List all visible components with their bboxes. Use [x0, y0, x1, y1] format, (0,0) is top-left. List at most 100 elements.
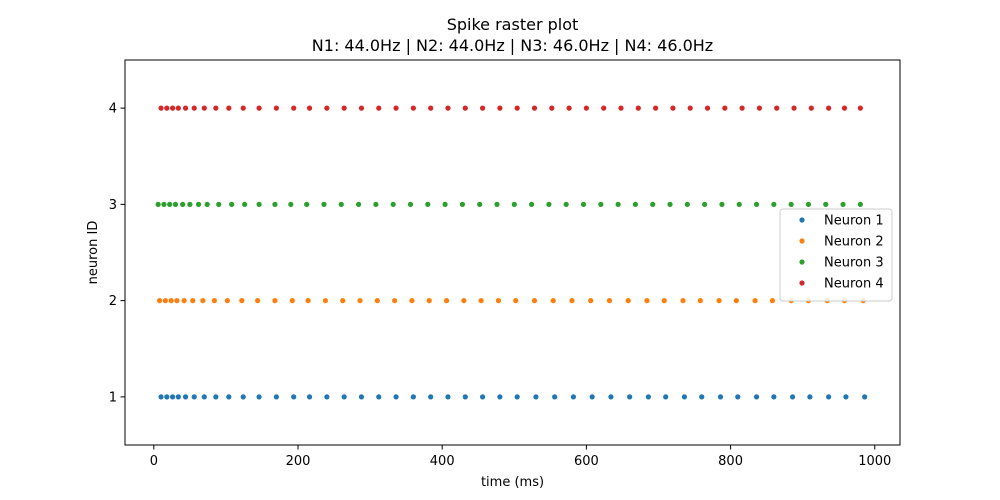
spike-point [552, 394, 558, 400]
spike-point [857, 105, 863, 111]
spike-point [736, 201, 742, 207]
spike-point [644, 298, 650, 304]
spike-point [272, 298, 278, 304]
spike-point [533, 394, 539, 400]
spike-point [687, 105, 693, 111]
spike-point [753, 394, 760, 400]
spike-point [823, 201, 829, 207]
spike-point [739, 105, 745, 111]
spike-point [443, 298, 450, 304]
spike-point [229, 201, 235, 207]
spike-point [180, 201, 186, 207]
spike-point [226, 394, 232, 400]
spike-point [390, 201, 396, 207]
spike-point [733, 298, 739, 304]
spike-point [462, 105, 468, 111]
spike-point [529, 201, 535, 207]
spike-point [699, 394, 705, 400]
spike-point [242, 201, 248, 207]
y-tick-label: 3 [109, 198, 117, 213]
spike-point [240, 105, 246, 111]
spike-point [479, 105, 486, 111]
y-axis-label: neuron ID [86, 221, 101, 285]
spike-point [182, 105, 189, 111]
spike-point [717, 394, 724, 400]
spike-point [670, 105, 676, 111]
legend-label: Neuron 1 [824, 214, 884, 229]
spike-point [201, 394, 207, 400]
spike-point [857, 201, 863, 207]
chart-title: Spike raster plot [447, 15, 579, 34]
spike-point [410, 394, 416, 400]
spike-point [663, 394, 669, 400]
spike-point [167, 201, 173, 207]
spike-point [355, 201, 362, 207]
spike-point [550, 298, 556, 304]
spike-point [291, 105, 297, 111]
spike-point [204, 201, 210, 207]
spike-point [661, 298, 667, 304]
spike-point [191, 394, 197, 400]
spike-point [393, 105, 399, 111]
spike-point [843, 394, 849, 400]
spike-point [172, 201, 179, 207]
spike-point [771, 201, 777, 207]
spike-point [704, 105, 711, 111]
spike-point [175, 394, 181, 400]
spike-point [645, 394, 651, 400]
spike-point [625, 298, 631, 304]
spike-point [478, 298, 484, 304]
spike-point [240, 394, 246, 400]
spike-point [722, 105, 728, 111]
spike-point [291, 394, 297, 400]
spike-point [566, 105, 572, 111]
spike-point [752, 298, 758, 304]
spike-point [569, 298, 575, 304]
spike-point [771, 394, 777, 400]
spike-point [306, 394, 313, 400]
spike-point [681, 394, 688, 400]
spike-point [191, 105, 197, 111]
spike-point [392, 298, 398, 304]
spike-point [200, 298, 206, 304]
spike-point [213, 394, 219, 400]
spike-point [653, 105, 659, 111]
spike-point [511, 201, 517, 207]
x-tick-label: 1000 [858, 454, 891, 469]
legend-marker [799, 259, 805, 265]
spike-point [513, 298, 519, 304]
spike-point [805, 201, 812, 207]
spike-point [580, 201, 587, 207]
spike-point [549, 105, 555, 111]
spike-point [162, 298, 168, 304]
spike-point [425, 201, 431, 207]
spike-point [324, 394, 330, 400]
spike-point [840, 201, 846, 207]
spike-point [213, 105, 219, 111]
spike-point [477, 201, 483, 207]
spike-point [684, 201, 690, 207]
spike-point [632, 201, 639, 207]
spike-point [273, 394, 279, 400]
spike-point [158, 105, 164, 111]
legend-marker [799, 238, 805, 244]
spike-point [358, 394, 365, 400]
x-axis: 0 200 400 600 800 1000 [150, 445, 891, 469]
spike-point [195, 201, 202, 207]
spike-point [445, 394, 451, 400]
x-tick-label: 600 [574, 454, 599, 469]
spike-point [393, 394, 399, 400]
spike-point [756, 105, 763, 111]
spike-point [255, 298, 261, 304]
spike-point [358, 105, 365, 111]
spike-point [495, 298, 502, 304]
spike-point [514, 394, 520, 400]
spike-point [826, 105, 832, 111]
spike-point [735, 394, 741, 400]
spike-point [410, 105, 416, 111]
spike-point [376, 105, 382, 111]
spike-point [667, 201, 673, 207]
spike-point [304, 201, 310, 207]
spike-point [514, 105, 520, 111]
spike-point [808, 105, 814, 111]
